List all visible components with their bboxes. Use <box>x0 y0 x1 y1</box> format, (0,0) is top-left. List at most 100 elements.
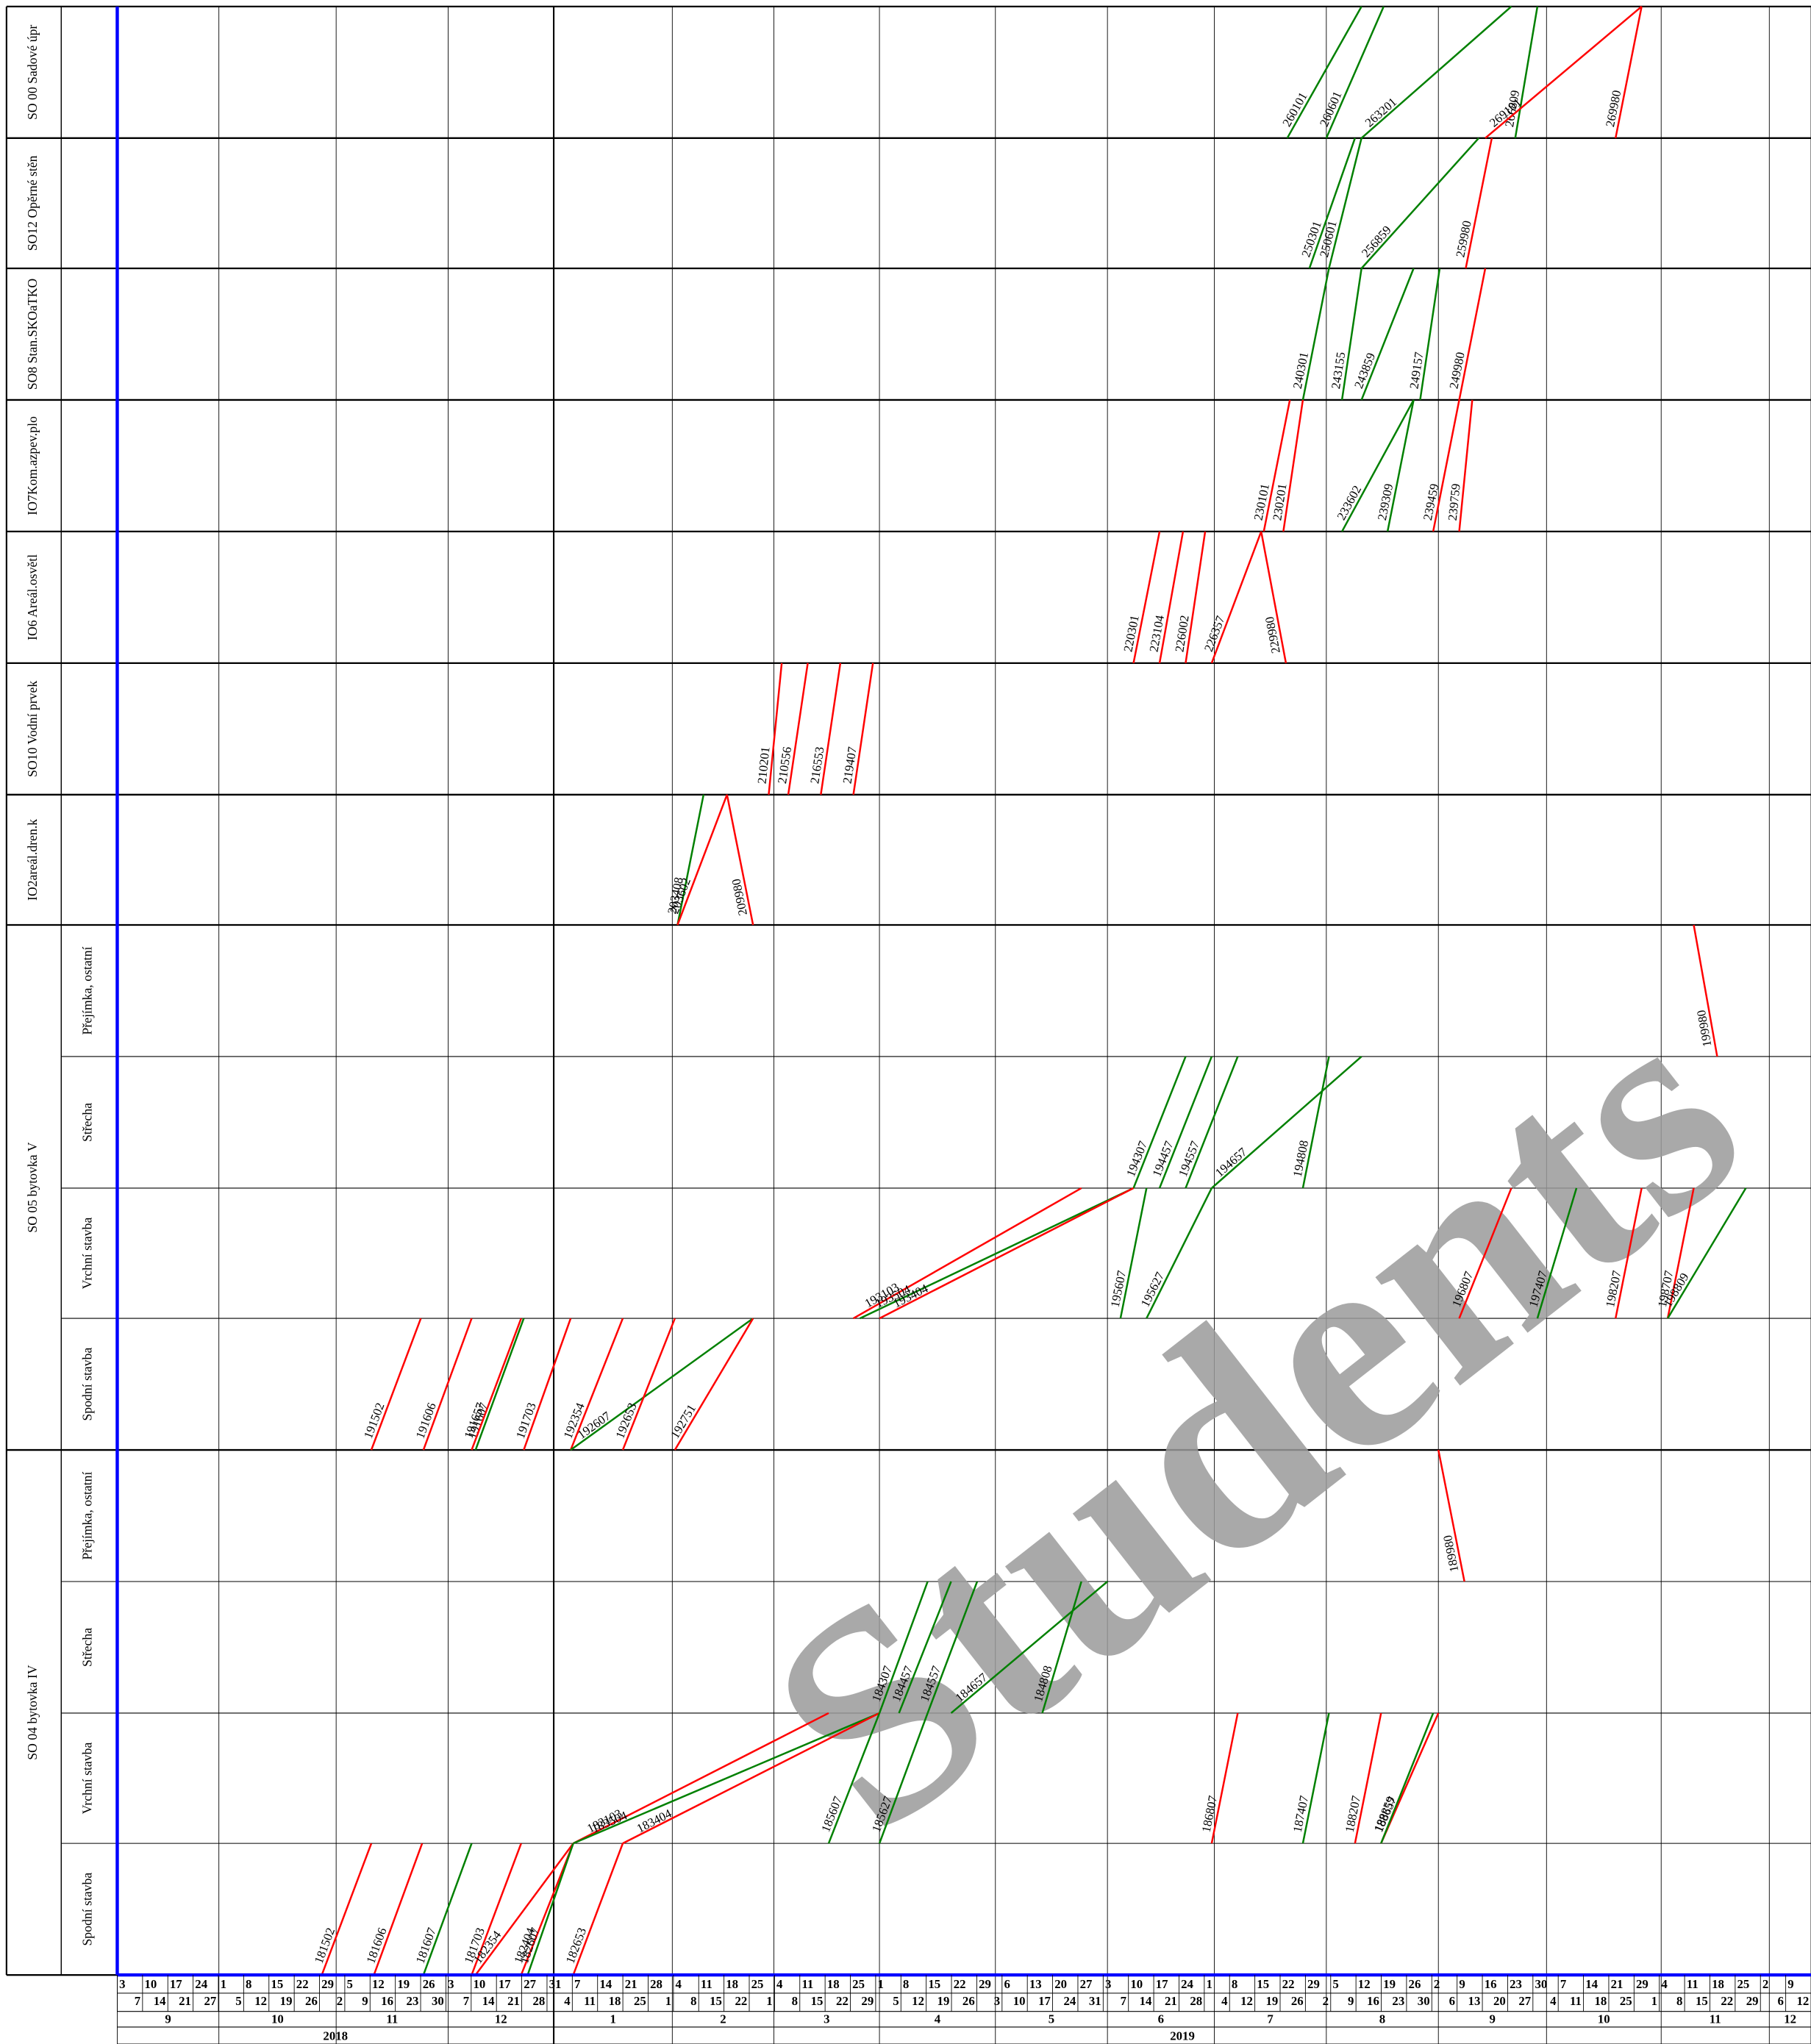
activity-line <box>926 1581 979 1714</box>
week-start-label: 10 <box>473 1977 485 1991</box>
row-label: SO10 Vodní prvek <box>25 681 40 777</box>
activity-line <box>1301 1712 1330 1844</box>
activity-line <box>674 1318 754 1451</box>
activity-line <box>878 1712 929 1844</box>
week-start-label: 17 <box>170 1977 182 1991</box>
week-start-label: 1 <box>221 1977 226 1991</box>
week-start-label: 18 <box>1712 1977 1724 1991</box>
week-start-label: 18 <box>726 1977 738 1991</box>
activity-label: 183404 <box>635 1806 674 1835</box>
week-end-label: 23 <box>1392 1994 1404 2008</box>
month-label: 11 <box>1710 2012 1721 2026</box>
week-end-label: 9 <box>1348 1994 1354 2008</box>
week-start-label: 15 <box>271 1977 283 1991</box>
week-start-label: 12 <box>1358 1977 1371 1991</box>
activity-line <box>1185 531 1207 664</box>
week-end-label: 7 <box>1121 1994 1126 2008</box>
week-start-label: 29 <box>321 1977 334 1991</box>
activity-line <box>1301 1056 1330 1189</box>
activity-line <box>1485 5 1643 139</box>
activity-label: 194657 <box>1212 1145 1249 1180</box>
week-end-label: 8 <box>792 1994 798 2008</box>
activity-line <box>1158 531 1185 664</box>
activity-line <box>622 1712 880 1845</box>
week-end-label: 18 <box>1594 1994 1607 2008</box>
week-end-label: 4 <box>1221 1994 1228 2008</box>
subrow-label: Střecha <box>80 1628 95 1667</box>
week-start-label: 3 <box>119 1977 125 1991</box>
subrow-label: Přejímka, ostatní <box>80 1471 95 1559</box>
activity-line <box>1667 1187 1747 1319</box>
row-label: SO12 Opěrné stěn <box>25 155 40 251</box>
row-label: IO7Kom.azpev.plo <box>25 416 40 515</box>
activity-label: 260601 <box>1317 89 1345 129</box>
month-label: 1 <box>610 2012 615 2026</box>
activity-line <box>526 1843 574 1976</box>
week-end-label: 5 <box>893 1994 899 2008</box>
month-label: 10 <box>1598 2012 1610 2026</box>
subrow-label: Spodní stavba <box>80 1348 95 1421</box>
week-start-label: 20 <box>1054 1977 1067 1991</box>
activity-line <box>523 1318 572 1451</box>
activity-line <box>1458 1187 1512 1319</box>
activity-label: 194457 <box>1149 1139 1176 1179</box>
activity-line <box>1158 1056 1213 1189</box>
week-end-label: 15 <box>710 1994 722 2008</box>
activity-line <box>1286 6 1362 139</box>
activity-label: 263201 <box>1362 95 1399 130</box>
week-start-label: 19 <box>397 1977 410 1991</box>
week-start-label: 14 <box>599 1977 612 1991</box>
week-start-label: 10 <box>1130 1977 1143 1991</box>
week-start-label: 27 <box>524 1977 536 1991</box>
week-start-label: 3 <box>1105 1977 1111 1991</box>
week-end-label: 12 <box>1797 1994 1810 2008</box>
subrow-label: Vrchní stavba <box>80 1743 95 1815</box>
activity-line <box>1360 268 1415 401</box>
activity-line <box>1536 1187 1578 1319</box>
activity-line <box>570 1318 754 1451</box>
activity-line <box>950 1581 1108 1714</box>
week-start-label: 10 <box>145 1977 157 1991</box>
month-label: 5 <box>1049 2012 1054 2026</box>
week-start-label: 5 <box>1332 1977 1338 1991</box>
activity-line <box>852 662 874 795</box>
year-label: 2019 <box>1170 2029 1195 2043</box>
week-start-label: 11 <box>701 1977 712 1991</box>
month-label: 12 <box>1784 2012 1796 2026</box>
activity-line <box>853 1187 1082 1320</box>
activity-line <box>1325 6 1385 139</box>
activity-line <box>1301 268 1330 401</box>
activity-line <box>1262 399 1291 532</box>
activity-line <box>569 1318 624 1451</box>
year-label: 2018 <box>323 2029 348 2043</box>
week-end-label: 1 <box>1651 1994 1657 2008</box>
week-start-label: 3 <box>448 1977 454 1991</box>
activity-line <box>1666 1187 1695 1319</box>
week-end-label: 2 <box>337 1994 343 2008</box>
activity-line <box>520 1843 574 1976</box>
week-end-label: 31 <box>1089 1994 1101 2008</box>
week-start-label: 25 <box>751 1977 764 1991</box>
week-end-label: 11 <box>1570 1994 1582 2008</box>
week-end-label: 16 <box>1367 1994 1379 2008</box>
week-end-label: 27 <box>1518 1994 1531 2008</box>
subrow-label: Střecha <box>80 1103 95 1142</box>
activity-label: 260101 <box>1279 90 1310 129</box>
subrow-label: Vrchní stavba <box>80 1217 95 1289</box>
week-end-label: 25 <box>1620 1994 1632 2008</box>
week-end-label: 16 <box>381 1994 393 2008</box>
week-end-label: 28 <box>532 1994 545 2008</box>
watermark: Students <box>712 945 1796 1893</box>
week-start-label: 13 <box>1029 1977 1042 1991</box>
activity-label: 243859 <box>1351 351 1378 390</box>
activity-line <box>1260 531 1287 664</box>
activity-line <box>373 1843 424 1976</box>
activity-line <box>879 1187 1135 1320</box>
activity-line <box>1308 137 1356 269</box>
week-start-label: 11 <box>1687 1977 1699 1991</box>
week-end-label: 12 <box>912 1994 924 2008</box>
activity-line <box>471 1318 522 1451</box>
week-end-label: 19 <box>1266 1994 1279 2008</box>
week-end-label: 24 <box>1063 1994 1076 2008</box>
